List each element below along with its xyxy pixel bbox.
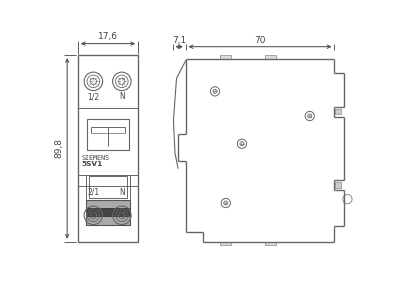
Bar (220, 241, 231, 245)
Bar (86, 200, 130, 224)
Text: 7,1: 7,1 (172, 36, 186, 45)
Bar (335, 109, 341, 115)
Text: 89,8: 89,8 (54, 138, 63, 158)
Bar (87, 119, 129, 150)
Circle shape (224, 201, 228, 205)
Text: N: N (119, 92, 125, 101)
Text: 17,6: 17,6 (98, 32, 118, 41)
Text: 2/1: 2/1 (87, 188, 100, 197)
Circle shape (308, 114, 312, 118)
Text: 70: 70 (254, 36, 266, 45)
Bar (220, 55, 231, 59)
Bar (89, 176, 127, 198)
Text: N: N (119, 188, 125, 197)
Bar (265, 241, 276, 245)
Text: SIEMENS: SIEMENS (81, 154, 109, 161)
Bar (87, 208, 129, 216)
Bar (86, 175, 130, 224)
Circle shape (213, 89, 217, 93)
Bar (78, 55, 138, 241)
Circle shape (240, 142, 244, 146)
Text: 5SV1: 5SV1 (81, 161, 102, 167)
Bar (265, 55, 276, 59)
Bar (335, 182, 341, 188)
Text: 1/2: 1/2 (87, 92, 100, 101)
